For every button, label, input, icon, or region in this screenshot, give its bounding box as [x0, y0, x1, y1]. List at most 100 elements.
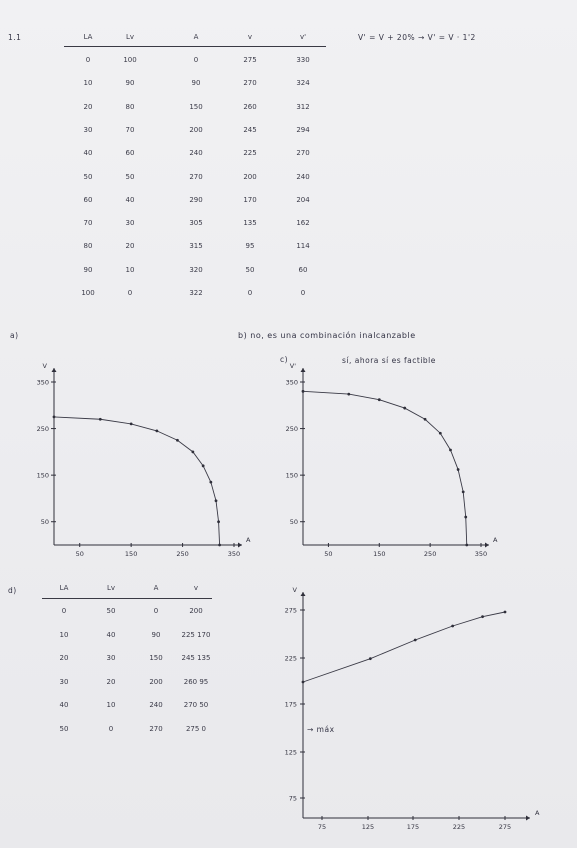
table1-cell: 245 — [243, 125, 257, 134]
table1-cell: 40 — [83, 149, 93, 158]
table2-header-3: v — [193, 584, 199, 592]
table1-cell: 114 — [296, 242, 310, 251]
x-axis-label: A — [535, 809, 540, 817]
table1-cell: 70 — [83, 219, 93, 228]
data-point — [214, 499, 218, 503]
y-tick-label: 125 — [285, 749, 297, 757]
table1-cell: 80 — [125, 102, 135, 111]
section-label: 1.1 — [8, 33, 22, 42]
part-a-label: a) — [10, 331, 19, 340]
y-tick-label: 150 — [286, 472, 298, 480]
y-tick-label: 250 — [286, 425, 298, 433]
data-point — [413, 638, 417, 642]
table2-cell: 200 — [189, 607, 203, 615]
table2-cell: 40 — [106, 630, 116, 639]
table1-cell: 0 — [300, 289, 306, 297]
table1-cell: 294 — [296, 125, 310, 134]
table2-cell: 275 0 — [185, 724, 207, 733]
formula-text: V' = V + 20% → V' = V · 1'2 — [358, 33, 476, 42]
table1-header-2: A — [193, 33, 199, 41]
data-point — [347, 392, 351, 396]
data-point — [464, 515, 468, 519]
table1-cell: 204 — [296, 195, 310, 204]
table1-cell: 95 — [245, 242, 255, 251]
data-point — [503, 610, 507, 614]
series-line — [302, 611, 506, 683]
data-point — [176, 438, 179, 442]
table2-cell: 240 — [149, 701, 163, 709]
y-axis-label: V — [43, 362, 48, 370]
data-point — [451, 624, 455, 628]
y-axis-label: V — [293, 586, 298, 594]
x-tick-label: 275 — [499, 823, 511, 831]
y-tick-label: 175 — [285, 701, 297, 709]
x-tick-label: 150 — [125, 550, 137, 558]
table1-cell: 0 — [193, 56, 199, 64]
table2-cell: 40 — [59, 701, 69, 709]
table2-header-0: LA — [59, 584, 69, 592]
table1-cell: 270 — [296, 149, 310, 158]
table2-cell: 50 — [106, 607, 116, 615]
table2-cell: 245 135 — [181, 654, 211, 662]
y-tick-label: 50 — [41, 518, 49, 526]
data-point — [217, 520, 220, 524]
part-d-label: d) — [8, 586, 17, 595]
data-point — [201, 464, 205, 468]
table1-cell: 90 — [191, 79, 201, 88]
y-axis-arrow — [300, 368, 306, 372]
table2-cell: 90 — [151, 630, 161, 639]
table1-cell: 20 — [125, 242, 135, 251]
table1-cell: 200 — [243, 172, 257, 181]
table1-cell: 0 — [85, 56, 91, 64]
data-point — [155, 429, 159, 433]
table2-cell: 50 — [59, 724, 69, 733]
table1-cell: 312 — [296, 102, 310, 111]
x-tick-label: 250 — [176, 550, 188, 558]
table1-cell: 100 — [81, 289, 95, 297]
table1-cell: 70 — [125, 125, 135, 134]
table1-cell: 50 — [83, 172, 93, 181]
part-b-text: b) no, es una combinación inalcanzable — [238, 331, 416, 340]
data-point — [438, 431, 442, 435]
table1-cell: 0 — [127, 289, 133, 297]
y-tick-label: 250 — [37, 425, 49, 433]
table1-cell: 322 — [189, 289, 203, 297]
table1-header-4: v' — [299, 33, 307, 41]
data-point — [301, 680, 305, 684]
data-point — [98, 417, 102, 421]
table2-cell: 0 — [153, 607, 159, 615]
x-axis-label: A — [493, 536, 498, 544]
table2-cell: 20 — [59, 654, 69, 662]
table1-cell: 60 — [298, 265, 308, 274]
table1-cell: 275 — [243, 56, 257, 64]
data-point — [52, 415, 56, 419]
x-tick-label: 50 — [76, 550, 84, 558]
table2-cell: 0 — [108, 724, 114, 733]
table1-header-rule — [64, 46, 326, 47]
table2-cell: 270 50 — [183, 701, 209, 709]
table1-cell: 80 — [83, 242, 93, 251]
data-point — [481, 615, 484, 619]
x-tick-label: 350 — [475, 550, 487, 558]
table2-header-2: A — [153, 584, 159, 592]
x-axis-arrow — [485, 542, 489, 548]
data-point — [129, 422, 133, 426]
table1-cell: 40 — [125, 195, 135, 204]
table2-cell: 0 — [61, 607, 67, 615]
data-point — [403, 406, 407, 410]
table2-header-rule — [42, 598, 212, 599]
table2-header-1: Lv — [106, 584, 116, 592]
table1-header-3: v — [247, 33, 253, 41]
data-point — [368, 657, 372, 661]
table2-cell: 200 — [149, 677, 163, 686]
data-point — [465, 543, 469, 547]
table1-cell: 90 — [125, 79, 135, 88]
x-axis-label: A — [246, 536, 251, 544]
y-tick-label: 50 — [290, 518, 298, 526]
table1-cell: 225 — [243, 149, 257, 158]
table1-cell: 270 — [243, 79, 257, 88]
